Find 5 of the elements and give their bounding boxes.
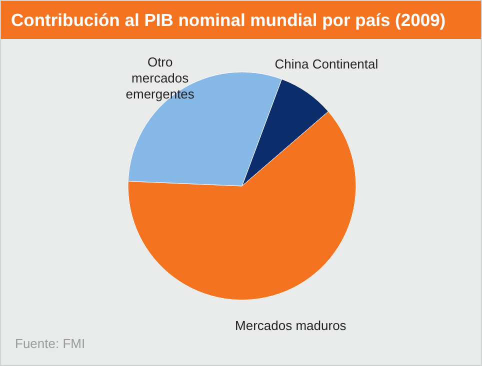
source-note: Fuente: FMI: [15, 336, 86, 351]
slice-label: Mercados maduros: [235, 318, 347, 333]
chart-title: Contribución al PIB nominal mundial por país (2009): [1, 1, 481, 39]
slice-label: China Continental: [274, 56, 378, 72]
slice-label: Otro mercados emergentes: [126, 54, 195, 102]
